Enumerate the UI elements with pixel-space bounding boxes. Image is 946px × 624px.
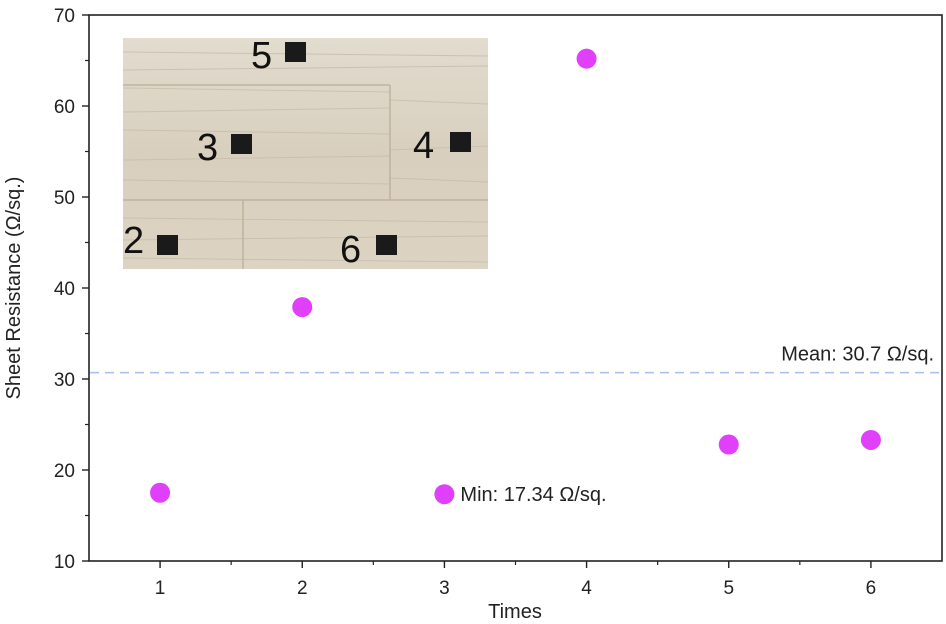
x-tick-label: 2 [297, 578, 308, 599]
data-point [292, 297, 313, 318]
data-point [860, 429, 881, 450]
x-tick-label: 6 [866, 578, 877, 599]
data-points [150, 48, 881, 505]
inset-pad-6 [376, 235, 397, 255]
inset-label-5: 5 [251, 35, 272, 77]
inset-label-6: 6 [340, 229, 361, 271]
x-axis: 1 2 3 4 5 6 [155, 561, 876, 599]
y-tick-label: 40 [54, 279, 75, 300]
y-tick-label: 70 [54, 6, 75, 27]
y-axis: 10 20 30 40 50 60 70 [54, 6, 89, 573]
data-point [434, 484, 455, 505]
inset-label-2: 2 [123, 220, 144, 262]
y-tick-label: 20 [54, 461, 75, 482]
inset-pad-4 [450, 132, 471, 152]
data-point [576, 48, 597, 69]
inset-pad-3 [231, 134, 252, 154]
data-point [150, 482, 171, 503]
inset-photo: 5 3 4 2 6 [122, 35, 489, 271]
x-tick-label: 3 [439, 578, 450, 599]
y-tick-label: 60 [54, 97, 75, 118]
data-point [718, 434, 739, 455]
y-axis-title: Sheet Resistance (Ω/sq.) [3, 177, 25, 400]
inset-label-3: 3 [197, 127, 218, 169]
mean-label: Mean: 30.7 Ω/sq. [781, 344, 934, 366]
x-tick-label: 5 [723, 578, 734, 599]
x-axis-title: Times [488, 601, 542, 623]
inset-pad-5 [285, 42, 306, 62]
y-tick-label: 10 [54, 552, 75, 573]
x-tick-label: 4 [581, 578, 592, 599]
inset-label-4: 4 [413, 125, 434, 167]
y-tick-label: 50 [54, 188, 75, 209]
x-tick-label: 1 [155, 578, 166, 599]
inset-pad-2 [157, 235, 178, 255]
min-label: Min: 17.34 Ω/sq. [460, 484, 606, 506]
y-tick-label: 30 [54, 370, 75, 391]
